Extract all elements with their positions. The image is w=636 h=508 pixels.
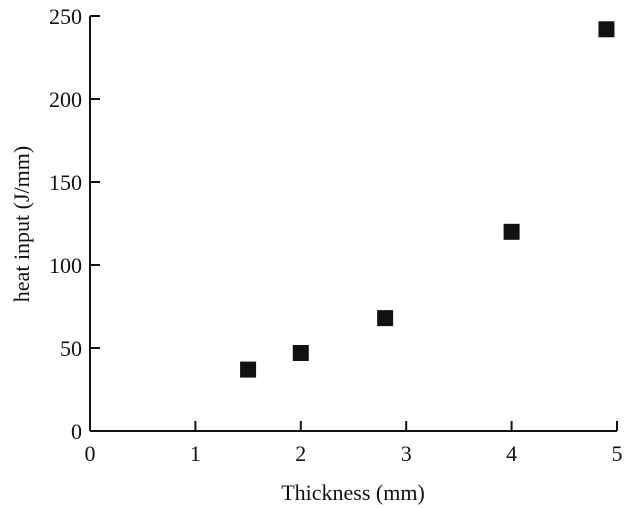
y-tick-label: 200 [49,87,82,112]
data-point [377,310,394,327]
x-tick-label: 4 [506,441,517,466]
y-tick-label: 0 [71,419,82,444]
y-axis-ticks: 0 50 100 150 200 250 [49,4,100,444]
data-point [292,344,309,361]
x-tick-label: 0 [85,441,96,466]
x-tick-label: 2 [295,441,306,466]
y-tick-label: 50 [60,336,82,361]
data-point [240,361,257,378]
x-axis-title: Thickness (mm) [281,480,425,505]
y-axis-title: heat input (J/mm) [9,146,34,302]
x-axis-ticks: 0 1 2 3 4 5 [85,421,623,466]
x-tick-label: 1 [190,441,201,466]
x-tick-label: 5 [612,441,623,466]
plot-area: 0 1 2 3 4 5 0 50 100 150 200 250 [49,4,623,466]
y-tick-label: 250 [49,4,82,29]
data-points [240,21,615,378]
y-tick-label: 100 [49,253,82,278]
data-point [503,223,520,240]
y-tick-label: 150 [49,170,82,195]
data-point [598,21,615,38]
x-tick-label: 3 [401,441,412,466]
